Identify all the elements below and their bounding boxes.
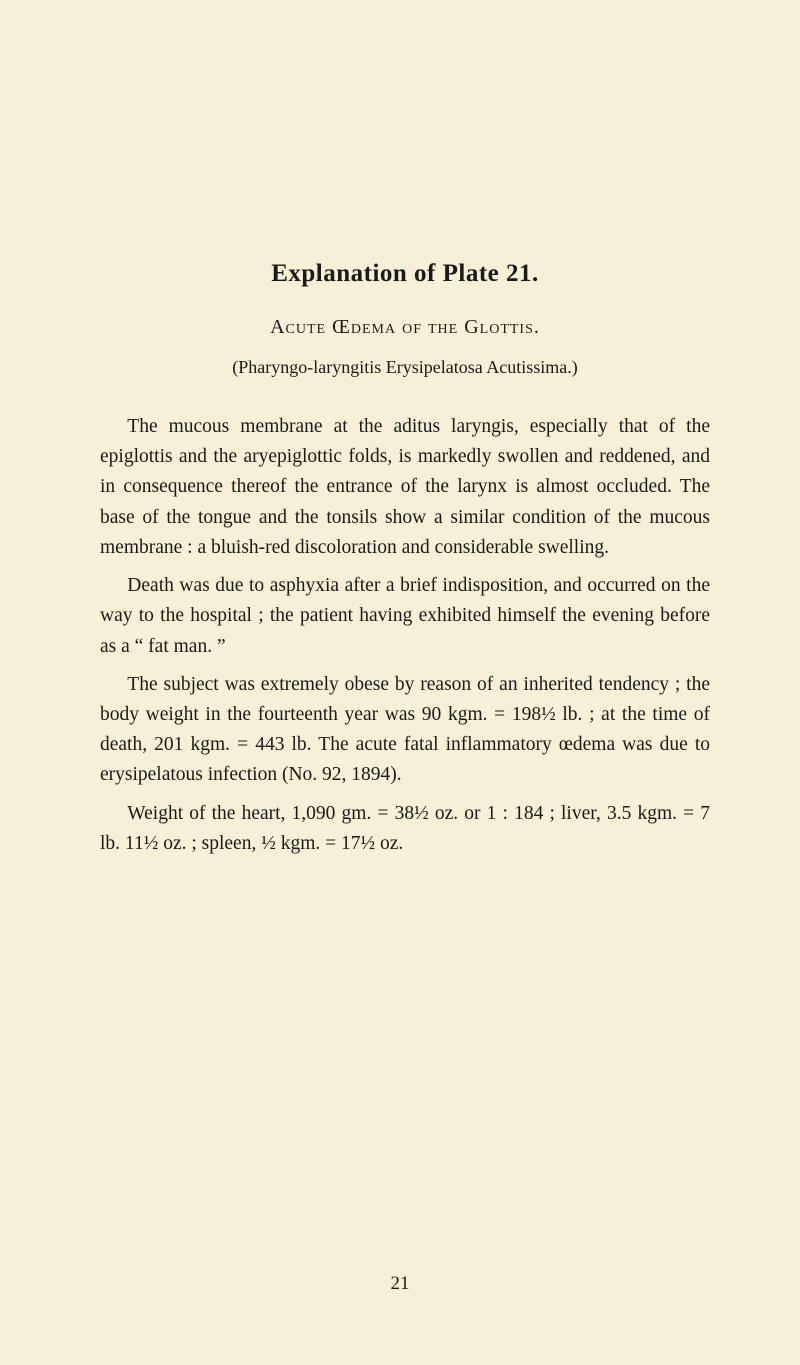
plate-title: Explanation of Plate 21. [100,260,710,288]
paragraph-1: The mucous membrane at the aditus laryng… [100,412,710,563]
paragraph-2: Death was due to asphyxia after a brief … [100,571,710,662]
paragraph-3: The subject was extremely obese by reaso… [100,670,710,791]
plate-subsubtitle: (Pharyngo-laryngitis Erysipelatosa Acuti… [100,357,710,378]
body-text-block: The mucous membrane at the aditus laryng… [100,412,710,859]
document-page: Explanation of Plate 21. Acute Œdema of … [0,0,800,1365]
paragraph-4: Weight of the heart, 1,090 gm. = 38½ oz.… [100,799,710,859]
page-number: 21 [0,1273,800,1295]
plate-subtitle: Acute Œdema of the Glottis. [100,316,710,339]
